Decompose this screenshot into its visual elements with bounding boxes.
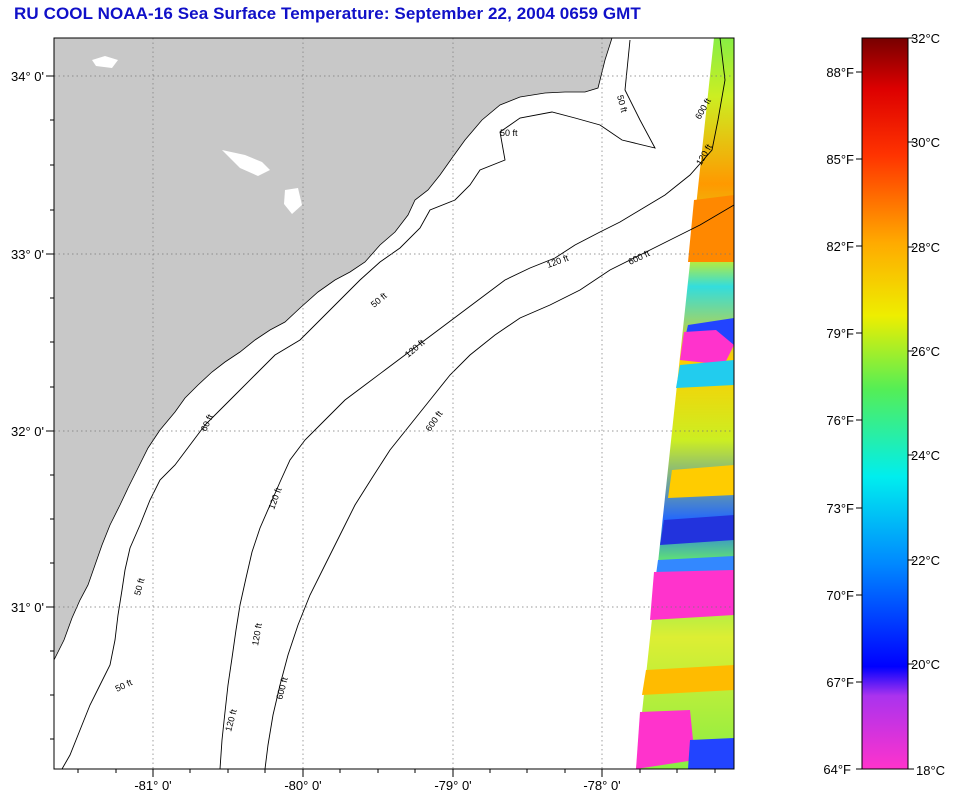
fahrenheit-label: 76°F bbox=[826, 413, 854, 428]
fahrenheit-label: 67°F bbox=[826, 675, 854, 690]
lat-label: 31° 0' bbox=[11, 600, 44, 615]
plot-frame bbox=[53, 37, 735, 770]
celsius-label: 22°C bbox=[911, 553, 940, 568]
fahrenheit-label: 73°F bbox=[826, 501, 854, 516]
fahrenheit-label: 70°F bbox=[826, 588, 854, 603]
lat-label: 34° 0' bbox=[11, 69, 44, 84]
lon-label: -80° 0' bbox=[284, 778, 321, 793]
celsius-label: 18°C bbox=[916, 763, 945, 778]
contour-label: 50 ft bbox=[500, 128, 518, 138]
lake bbox=[222, 150, 270, 176]
lake bbox=[92, 56, 118, 68]
latitude-labels: 34° 0' 33° 0' 32° 0' 31° 0' bbox=[11, 69, 44, 615]
chart-title: RU COOL NOAA-16 Sea Surface Temperature:… bbox=[14, 4, 641, 23]
temperature-colorbar: 88°F 85°F 82°F 79°F 76°F 73°F 70°F 67°F … bbox=[823, 31, 945, 778]
lon-label: -78° 0' bbox=[583, 778, 620, 793]
lat-label: 33° 0' bbox=[11, 247, 44, 262]
celsius-label: 30°C bbox=[911, 135, 940, 150]
land-area bbox=[54, 38, 613, 661]
contour-label: 50 ft bbox=[615, 94, 629, 114]
fahrenheit-labels: 88°F 85°F 82°F 79°F 76°F 73°F 70°F 67°F … bbox=[823, 65, 854, 777]
celsius-label: 26°C bbox=[911, 344, 940, 359]
contour-label: 50 ft bbox=[132, 577, 146, 597]
contour-50ft bbox=[61, 39, 656, 769]
fahrenheit-label: 79°F bbox=[826, 326, 854, 341]
fahrenheit-label: 88°F bbox=[826, 65, 854, 80]
bathymetry-contours bbox=[61, 38, 734, 769]
celsius-label: 28°C bbox=[911, 240, 940, 255]
contour-600ft bbox=[264, 204, 734, 769]
longitude-labels: -81° 0' -80° 0' -79° 0' -78° 0' bbox=[134, 778, 620, 793]
contour-120ft bbox=[219, 38, 726, 769]
fahrenheit-label: 82°F bbox=[826, 239, 854, 254]
fahrenheit-label: 85°F bbox=[826, 152, 854, 167]
celsius-labels: 32°C 30°C 28°C 26°C 24°C 22°C 20°C 18°C bbox=[911, 31, 945, 778]
lon-label: -79° 0' bbox=[434, 778, 471, 793]
lat-label: 32° 0' bbox=[11, 424, 44, 439]
celsius-label: 32°C bbox=[911, 31, 940, 46]
celsius-label: 20°C bbox=[911, 657, 940, 672]
lon-label: -81° 0' bbox=[134, 778, 171, 793]
graticule-grid bbox=[54, 38, 734, 769]
axis-ticks bbox=[46, 75, 716, 777]
colorbar-gradient bbox=[861, 37, 909, 770]
celsius-label: 24°C bbox=[911, 448, 940, 463]
lake bbox=[284, 188, 302, 214]
contour-label: 120 ft bbox=[250, 622, 264, 646]
colorbar-ticks bbox=[856, 37, 914, 770]
fahrenheit-label: 64°F bbox=[823, 762, 851, 777]
